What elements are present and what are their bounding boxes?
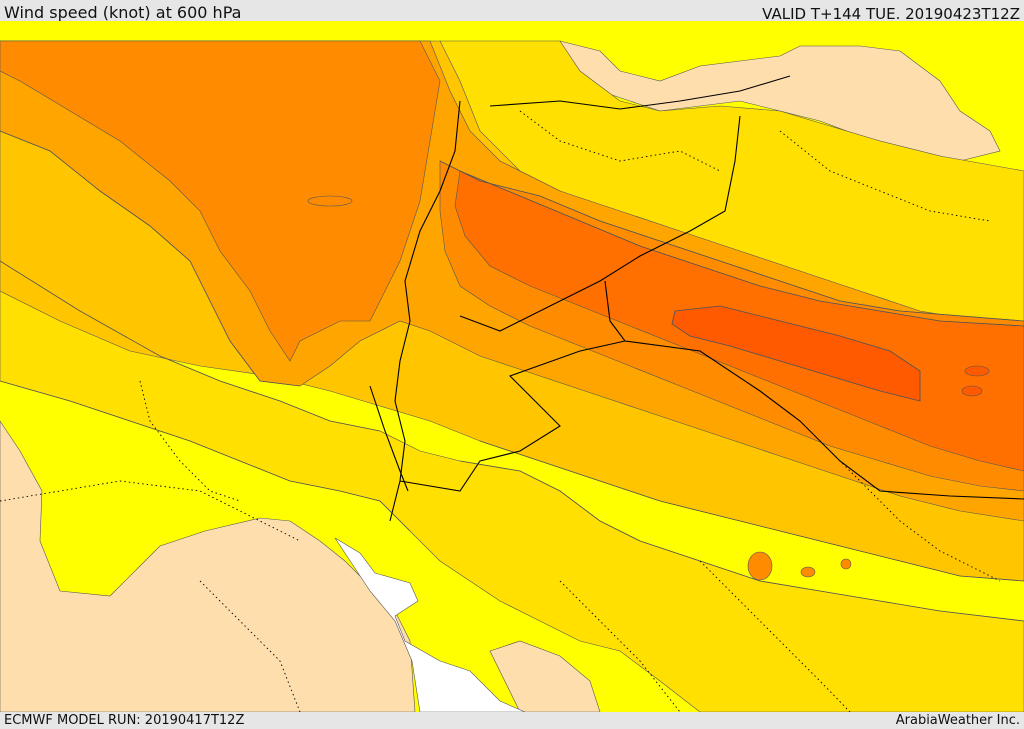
low-wind-area-egypt [0,420,416,712]
wind-band-7-spot-2 [961,385,983,397]
wind-spot-south-3 [840,558,852,570]
valid-time-label: VALID T+144 TUE. 20190423T12Z [762,5,1020,23]
wind-spot-south-2 [800,566,816,578]
credit-label: ArabiaWeather Inc. [895,713,1020,728]
wind-spot-south-1 [747,551,773,581]
red-sea [334,537,526,712]
wind-speed-map [0,21,1024,712]
wind-spot-cyprus [307,195,353,207]
country-borders [369,75,1024,522]
chart-title: Wind speed (knot) at 600 hPa [4,3,242,22]
wind-band-5 [0,40,441,362]
internal-boundaries [0,110,1001,712]
low-wind-area-arabia [489,640,601,712]
wind-band-7-spot-1 [964,365,990,377]
model-run-label: ECMWF MODEL RUN: 20190417T12Z [4,713,245,728]
